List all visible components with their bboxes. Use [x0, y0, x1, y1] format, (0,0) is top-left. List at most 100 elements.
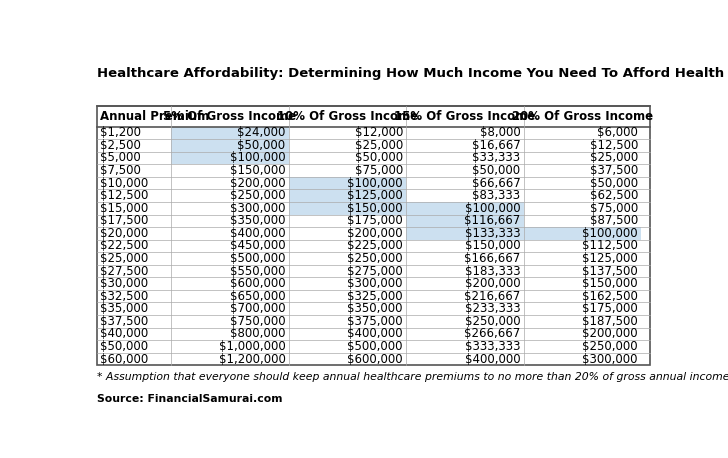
Text: $33,333: $33,333	[472, 152, 521, 164]
Text: $83,333: $83,333	[472, 189, 521, 202]
Text: $500,000: $500,000	[347, 340, 403, 353]
Text: $25,000: $25,000	[100, 252, 149, 265]
Text: $300,000: $300,000	[582, 353, 638, 365]
Text: $17,500: $17,500	[100, 214, 149, 227]
Text: $166,667: $166,667	[464, 252, 521, 265]
Text: $183,333: $183,333	[464, 265, 521, 278]
Text: $200,000: $200,000	[582, 327, 638, 340]
Text: $216,667: $216,667	[464, 290, 521, 303]
Text: $40,000: $40,000	[100, 327, 149, 340]
Text: $100,000: $100,000	[230, 152, 285, 164]
Text: $350,000: $350,000	[347, 302, 403, 315]
Text: $50,000: $50,000	[100, 340, 149, 353]
Text: $250,000: $250,000	[347, 252, 403, 265]
Text: $400,000: $400,000	[464, 353, 521, 365]
Text: $125,000: $125,000	[347, 189, 403, 202]
Text: $187,500: $187,500	[582, 315, 638, 328]
Text: $137,500: $137,500	[582, 265, 638, 278]
Bar	[289, 202, 406, 214]
Text: $35,000: $35,000	[100, 302, 149, 315]
Bar	[523, 227, 641, 240]
Text: $200,000: $200,000	[464, 277, 521, 290]
Text: $150,000: $150,000	[347, 202, 403, 215]
Text: $550,000: $550,000	[230, 265, 285, 278]
Text: $100,000: $100,000	[347, 177, 403, 190]
Bar	[171, 139, 289, 152]
Text: $62,500: $62,500	[590, 189, 638, 202]
Text: Healthcare Affordability: Determining How Much Income You Need To Afford Health : Healthcare Affordability: Determining Ho…	[97, 67, 728, 80]
Bar	[406, 227, 523, 240]
Text: $400,000: $400,000	[230, 227, 285, 240]
Text: $75,000: $75,000	[590, 202, 638, 215]
Text: $1,000,000: $1,000,000	[218, 340, 285, 353]
Text: $400,000: $400,000	[347, 327, 403, 340]
Text: Source: FinancialSamurai.com: Source: FinancialSamurai.com	[97, 393, 282, 403]
Text: $350,000: $350,000	[230, 214, 285, 227]
Text: Annual Premium: Annual Premium	[100, 110, 209, 123]
Text: $275,000: $275,000	[347, 265, 403, 278]
Text: $650,000: $650,000	[230, 290, 285, 303]
Text: $300,000: $300,000	[230, 202, 285, 215]
Text: $150,000: $150,000	[464, 240, 521, 252]
Text: $333,333: $333,333	[465, 340, 521, 353]
Text: $37,500: $37,500	[590, 164, 638, 177]
Text: $300,000: $300,000	[347, 277, 403, 290]
Text: $1,200: $1,200	[100, 126, 141, 139]
Text: $87,500: $87,500	[590, 214, 638, 227]
Text: $200,000: $200,000	[347, 227, 403, 240]
Text: 20% Of Gross Income: 20% Of Gross Income	[512, 110, 653, 123]
Text: $12,000: $12,000	[355, 126, 403, 139]
Text: $37,500: $37,500	[100, 315, 149, 328]
Text: $150,000: $150,000	[230, 164, 285, 177]
Text: $16,667: $16,667	[472, 139, 521, 152]
Text: $162,500: $162,500	[582, 290, 638, 303]
Text: $233,333: $233,333	[464, 302, 521, 315]
Text: $27,500: $27,500	[100, 265, 149, 278]
Text: $250,000: $250,000	[582, 340, 638, 353]
Text: $10,000: $10,000	[100, 177, 149, 190]
Text: $250,000: $250,000	[464, 315, 521, 328]
Text: $6,000: $6,000	[597, 126, 638, 139]
Text: $30,000: $30,000	[100, 277, 149, 290]
Text: $12,500: $12,500	[100, 189, 149, 202]
Text: $175,000: $175,000	[582, 302, 638, 315]
Text: $700,000: $700,000	[230, 302, 285, 315]
Text: $100,000: $100,000	[582, 227, 638, 240]
Text: $5,000: $5,000	[100, 152, 141, 164]
Text: $600,000: $600,000	[347, 353, 403, 365]
Bar	[289, 177, 406, 189]
Text: $8,000: $8,000	[480, 126, 521, 139]
Text: $25,000: $25,000	[590, 152, 638, 164]
Bar	[171, 126, 289, 139]
Text: $50,000: $50,000	[237, 139, 285, 152]
Text: $112,500: $112,500	[582, 240, 638, 252]
Text: $150,000: $150,000	[582, 277, 638, 290]
Text: $12,500: $12,500	[590, 139, 638, 152]
Text: * Assumption that everyone should keep annual healthcare premiums to no more tha: * Assumption that everyone should keep a…	[97, 372, 728, 382]
Text: $50,000: $50,000	[355, 152, 403, 164]
Text: $266,667: $266,667	[464, 327, 521, 340]
Text: $450,000: $450,000	[230, 240, 285, 252]
Text: 15% Of Gross Income: 15% Of Gross Income	[395, 110, 536, 123]
Text: $125,000: $125,000	[582, 252, 638, 265]
Text: $24,000: $24,000	[237, 126, 285, 139]
Text: $800,000: $800,000	[230, 327, 285, 340]
Bar	[406, 202, 523, 214]
Text: $325,000: $325,000	[347, 290, 403, 303]
Text: $2,500: $2,500	[100, 139, 141, 152]
Text: $750,000: $750,000	[230, 315, 285, 328]
Text: $60,000: $60,000	[100, 353, 149, 365]
Text: $133,333: $133,333	[464, 227, 521, 240]
Text: 10% Of Gross Income: 10% Of Gross Income	[277, 110, 418, 123]
Text: $116,667: $116,667	[464, 214, 521, 227]
Bar	[171, 152, 289, 164]
Text: $66,667: $66,667	[472, 177, 521, 190]
Text: $600,000: $600,000	[230, 277, 285, 290]
Text: $375,000: $375,000	[347, 315, 403, 328]
Bar	[97, 106, 649, 365]
Text: $1,200,000: $1,200,000	[218, 353, 285, 365]
Text: $500,000: $500,000	[230, 252, 285, 265]
Text: $50,000: $50,000	[590, 177, 638, 190]
Text: 5% Of Gross Income: 5% Of Gross Income	[164, 110, 296, 123]
Text: $15,000: $15,000	[100, 202, 149, 215]
